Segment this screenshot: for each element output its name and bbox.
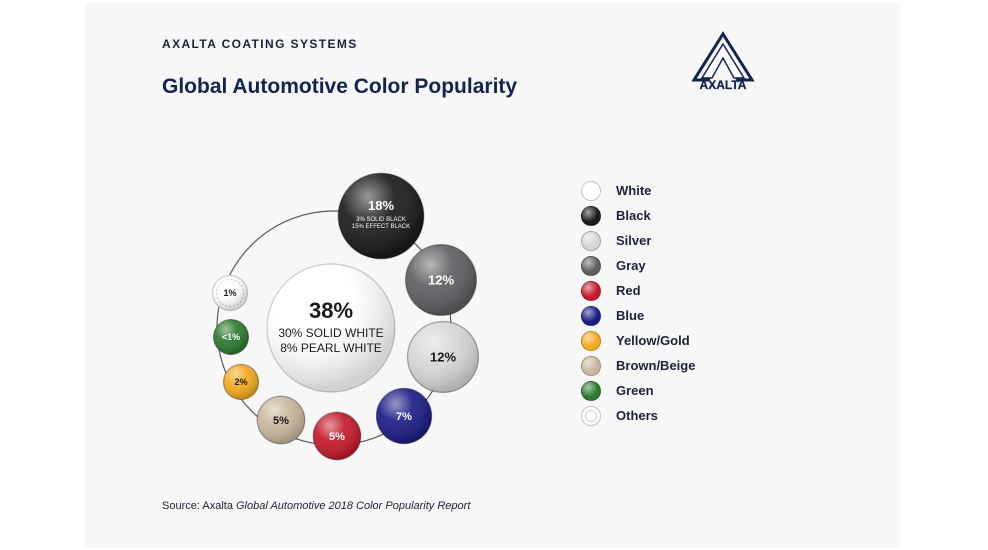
legend-item-yellow-gold: Yellow/Gold: [581, 328, 695, 353]
legend-label-others: Others: [616, 408, 658, 423]
legend-swatch-yellow-gold: [581, 330, 601, 351]
legend-label-blue: Blue: [616, 308, 645, 323]
bubble-value-others: 1%: [223, 288, 236, 298]
bubble-gloss: [405, 244, 477, 316]
legend-swatch-brown-beige: [581, 355, 601, 376]
legend-swatch-red: [581, 280, 601, 301]
bubble-sublabel-black: 3% SOLID BLACK: [356, 217, 406, 223]
legend-label-white: White: [616, 183, 652, 198]
svg-text:AXALTA: AXALTA: [700, 78, 747, 92]
legend-item-others: Others: [581, 403, 695, 428]
bubble-value-red: 5%: [329, 431, 345, 443]
bubble-gloss: [313, 412, 361, 460]
bubble-brown-beige: 5%: [256, 395, 306, 445]
legend-swatch-others: [581, 405, 601, 426]
legend-swatch-green: [581, 380, 601, 401]
bubble-gloss: [257, 396, 305, 444]
bubble-value-brown-beige: 5%: [273, 415, 289, 427]
legend-item-black: Black: [581, 203, 695, 228]
bubble-gloss: [267, 264, 395, 392]
bubble-gray: 12%: [404, 243, 478, 317]
legend-label-black: Black: [616, 208, 651, 223]
bubble-value-black: 18%: [368, 198, 394, 213]
infographic-card: [85, 3, 900, 548]
bubble-value-white: 38%: [309, 298, 353, 323]
bubble-silver: 12%: [406, 320, 480, 394]
legend: White Black Silver Gray Red Blue Yellow/Gold Br…: [581, 178, 695, 428]
legend-item-silver: Silver: [581, 228, 695, 253]
legend-label-brown-beige: Brown/Beige: [616, 358, 696, 373]
bubble-sublabel-black: 15% EFFECT BLACK: [352, 224, 410, 230]
legend-swatch-black: [581, 205, 601, 226]
bubble-gloss: [212, 275, 248, 311]
bubble-sublabel-white: 30% SOLID WHITE: [278, 326, 383, 340]
bubble-value-yellow-gold: 2%: [234, 377, 247, 387]
source-title: Global Automotive 2018 Color Popularity …: [236, 500, 471, 512]
bubble-gloss: [223, 364, 259, 400]
source-prefix: Source: Axalta: [162, 500, 236, 512]
legend-swatch-gray: [581, 255, 601, 276]
bubble-gloss: [338, 173, 424, 259]
legend-item-red: Red: [581, 278, 695, 303]
bubble-red: 5%: [312, 411, 362, 461]
bubble-green: <1%: [212, 318, 250, 356]
page-title: Global Automotive Color Popularity: [162, 75, 518, 98]
bubble-value-silver: 12%: [430, 350, 456, 365]
legend-swatch-silver: [581, 230, 601, 251]
bubble-gloss: [213, 319, 249, 355]
bubble-value-gray: 12%: [428, 273, 454, 288]
bubble-gloss: [407, 321, 479, 393]
legend-label-gray: Gray: [616, 258, 646, 273]
axalta-logo: AXALTA: [691, 31, 755, 92]
bubble-yellow-gold: 2%: [222, 363, 260, 401]
legend-swatch-white: [581, 180, 601, 201]
bubble-value-green: <1%: [222, 332, 240, 342]
bubble-blue: 7%: [375, 387, 433, 445]
legend-item-green: Green: [581, 378, 695, 403]
legend-swatch-blue: [581, 305, 601, 326]
legend-label-red: Red: [616, 283, 641, 298]
legend-item-brown-beige: Brown/Beige: [581, 353, 695, 378]
bubble-gloss: [376, 388, 432, 444]
legend-label-silver: Silver: [616, 233, 652, 248]
bubble-value-blue: 7%: [396, 411, 412, 423]
bubble-sublabel-white: 8% PEARL WHITE: [280, 341, 382, 355]
legend-item-blue: Blue: [581, 303, 695, 328]
company-name: AXALTA COATING SYSTEMS: [162, 37, 358, 51]
bubble-others: 1%: [211, 274, 249, 312]
legend-item-white: White: [581, 178, 695, 203]
source-note: Source: Axalta Global Automotive 2018 Co…: [162, 500, 470, 512]
legend-item-gray: Gray: [581, 253, 695, 278]
legend-label-yellow-gold: Yellow/Gold: [616, 333, 690, 348]
legend-label-green: Green: [616, 383, 654, 398]
